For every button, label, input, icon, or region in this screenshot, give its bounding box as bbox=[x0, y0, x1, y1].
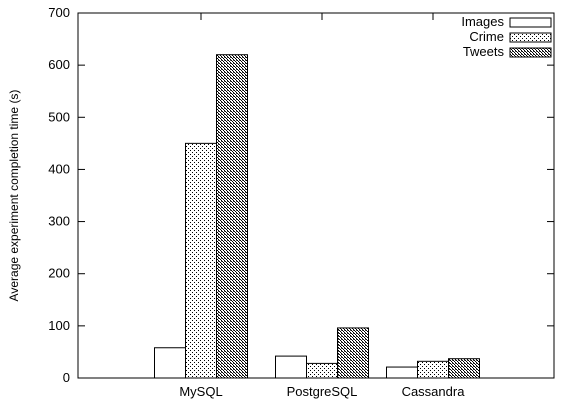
legend-label-0: Images bbox=[461, 14, 504, 29]
bar-tweets-cassandra bbox=[448, 358, 480, 379]
legend-label-2: Tweets bbox=[463, 44, 505, 59]
y-tick-label-4: 400 bbox=[48, 161, 70, 176]
y-tick-label-2: 200 bbox=[48, 266, 70, 281]
legend-swatch-0 bbox=[509, 17, 552, 28]
plot-area: 0 100 200 300 400 500 600 700 Average experiment… bbox=[7, 5, 555, 399]
y-tick-label-6: 600 bbox=[48, 57, 70, 72]
y-tick-label-7: 700 bbox=[48, 5, 70, 20]
plot-frame bbox=[77, 12, 555, 379]
x-tick-label-2: Cassandra bbox=[402, 384, 466, 399]
bar-images-mysql bbox=[154, 347, 186, 379]
bar-images-postgresql bbox=[275, 355, 307, 379]
legend-label-1: Crime bbox=[469, 29, 504, 44]
legend-swatch-2 bbox=[509, 47, 552, 58]
bar-crime-cassandra bbox=[417, 360, 449, 379]
y-tick-label-0: 0 bbox=[63, 370, 70, 385]
y-axis-label: Average experiment completion time (s) bbox=[7, 90, 21, 302]
bar-images-cassandra bbox=[386, 366, 418, 379]
y-tick-label-3: 300 bbox=[48, 214, 70, 229]
legend-swatch-1 bbox=[509, 32, 552, 43]
bar-tweets-postgresql bbox=[337, 327, 369, 379]
y-tick-label-1: 100 bbox=[48, 318, 70, 333]
bar-crime-postgresql bbox=[306, 362, 338, 379]
bar-tweets-mysql bbox=[216, 54, 248, 379]
y-tick-label-5: 500 bbox=[48, 109, 70, 124]
x-tick-label-1: PostgreSQL bbox=[287, 384, 358, 399]
x-tick-label-0: MySQL bbox=[179, 384, 222, 399]
bar-crime-mysql bbox=[185, 142, 217, 379]
